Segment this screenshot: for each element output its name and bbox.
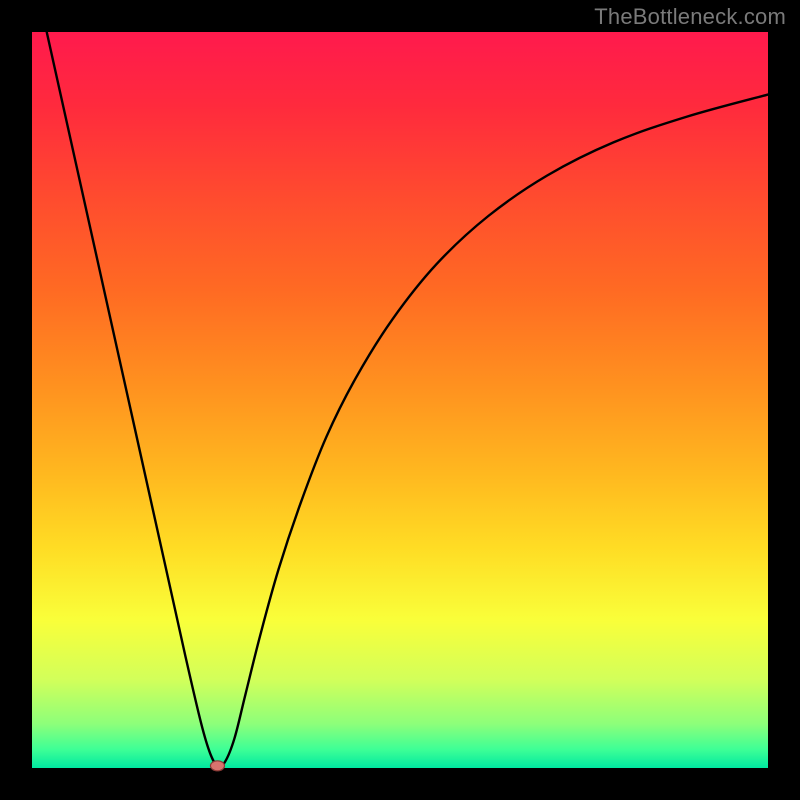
stage: TheBottleneck.com xyxy=(0,0,800,800)
bottleneck-chart xyxy=(0,0,800,800)
plot-background xyxy=(32,32,768,768)
watermark-text: TheBottleneck.com xyxy=(594,4,786,30)
bottleneck-marker xyxy=(210,761,224,771)
